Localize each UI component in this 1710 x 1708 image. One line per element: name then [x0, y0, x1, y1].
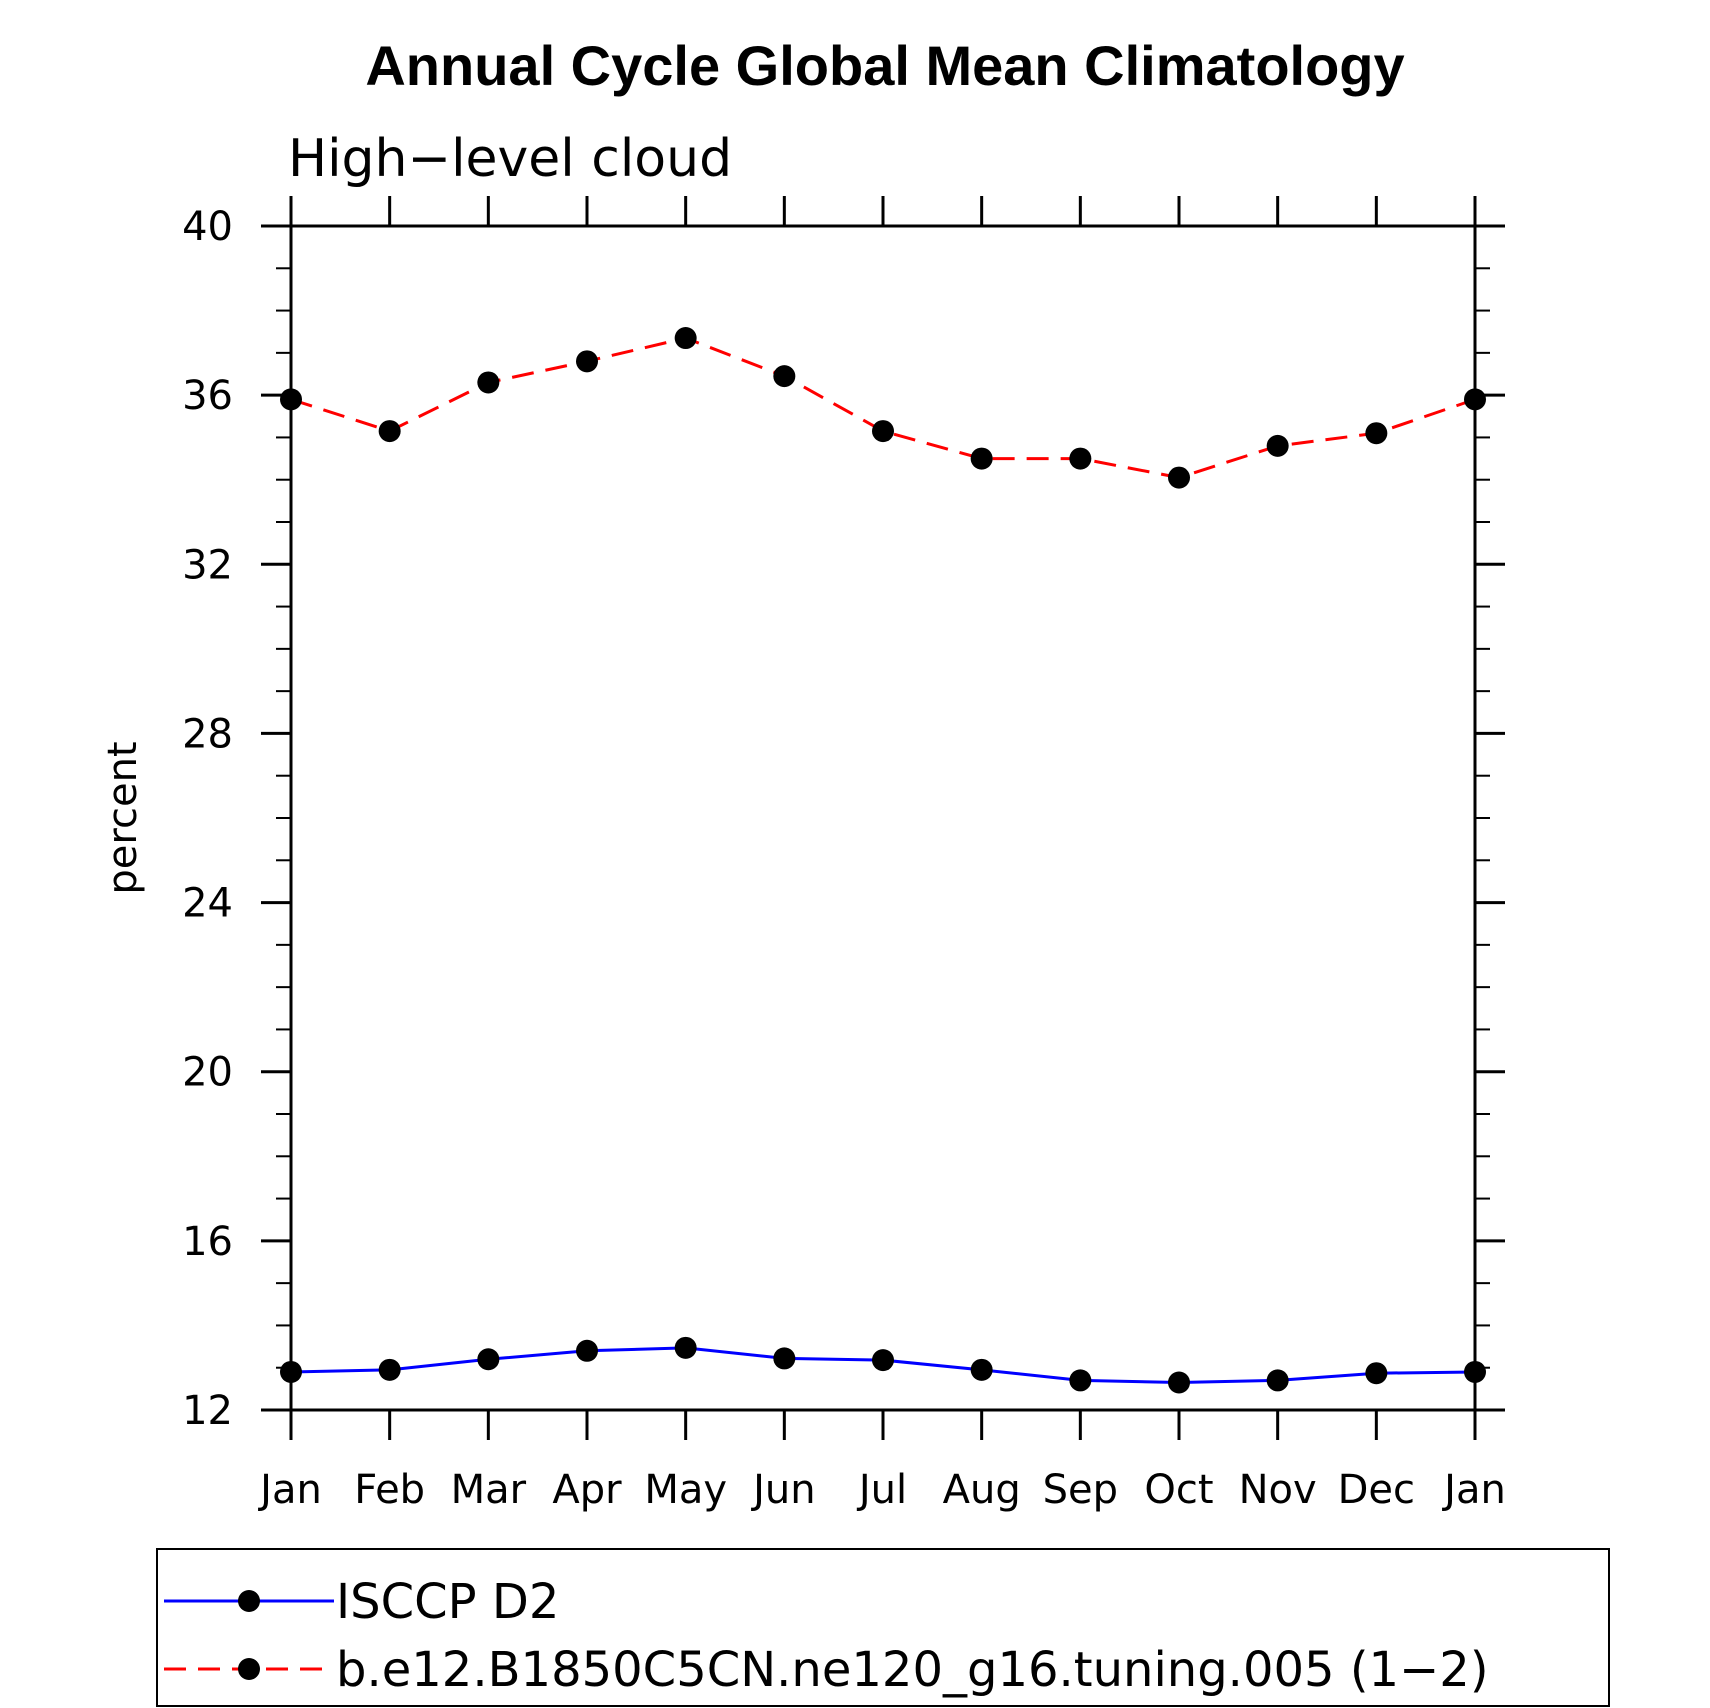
x-tick-label: Nov [1239, 1467, 1317, 1513]
data-point [1168, 1371, 1190, 1394]
legend-entry: b.e12.B1850C5CN.ne120_g16.tuning.005 (1−… [164, 1642, 1489, 1698]
x-tick-label: Oct [1144, 1467, 1213, 1513]
plot-frame [289, 224, 1477, 1412]
y-axis-ticks: 12 16 20 24 28 32 36 40 [182, 204, 1505, 1434]
data-point [872, 420, 894, 443]
data-point [378, 1358, 401, 1381]
legend-marker [238, 1590, 260, 1612]
data-point [674, 1336, 697, 1359]
series-2 [280, 327, 1486, 489]
data-point [970, 1358, 993, 1381]
x-tick-label: Jun [750, 1467, 816, 1513]
series-layer [280, 327, 1486, 1394]
y-tick-label: 24 [182, 881, 233, 927]
data-point [773, 1347, 796, 1370]
data-point [378, 420, 401, 443]
data-point [477, 371, 500, 394]
legend-box [156, 1548, 1610, 1707]
data-point [1069, 1369, 1092, 1392]
y-axis-label: percent [100, 741, 146, 894]
y-tick-label: 36 [182, 373, 233, 419]
x-tick-label: Jul [856, 1467, 907, 1513]
x-tick-label: May [644, 1467, 727, 1513]
data-point [674, 327, 697, 350]
legend-label: b.e12.B1850C5CN.ne120_g16.tuning.005 (1−… [336, 1642, 1489, 1698]
data-point [576, 350, 598, 373]
series-1 [280, 1336, 1486, 1394]
data-point [1464, 1360, 1486, 1383]
series-line [290, 336, 1476, 480]
legend-label: ISCCP D2 [336, 1574, 559, 1630]
x-tick-label: Sep [1043, 1467, 1118, 1513]
y-tick-label: 28 [182, 711, 233, 757]
x-tick-label: Mar [451, 1467, 527, 1513]
y-tick-label: 20 [182, 1050, 233, 1096]
chart-title: Annual Cycle Global Mean Climatology [365, 34, 1404, 97]
legend-entry: ISCCP D2 [164, 1574, 559, 1630]
x-tick-label: Aug [943, 1467, 1021, 1513]
legend-marker [238, 1658, 260, 1680]
data-point [1069, 447, 1092, 470]
data-point [872, 1349, 894, 1372]
x-axis-ticks: Jan Feb Mar Apr May Jun Jul Aug Sep Oct Nov Dec Jan [257, 196, 1506, 1513]
data-point [773, 365, 796, 388]
y-tick-label: 16 [182, 1219, 233, 1265]
y-tick-label: 40 [182, 204, 233, 250]
y-tick-label: 12 [182, 1388, 233, 1434]
data-point [1168, 466, 1190, 489]
data-point [477, 1348, 500, 1371]
legend: ISCCP D2 b.e12.B1850C5CN.ne120_g16.tuning… [156, 1548, 1610, 1707]
x-tick-label: Apr [552, 1467, 622, 1513]
data-point [280, 1360, 302, 1383]
x-tick-label: Feb [354, 1467, 425, 1513]
x-tick-label: Jan [1441, 1467, 1506, 1513]
chart-subtitle: High−level cloud [288, 129, 732, 189]
data-point [1365, 1362, 1388, 1385]
x-tick-label: Jan [257, 1467, 322, 1513]
data-point [970, 447, 993, 470]
data-point [280, 388, 302, 411]
x-tick-label: Dec [1338, 1467, 1415, 1513]
data-point [1266, 434, 1289, 457]
data-point [1464, 388, 1486, 411]
data-point [576, 1339, 598, 1362]
y-tick-label: 32 [182, 542, 233, 588]
data-point [1266, 1369, 1289, 1392]
data-point [1365, 422, 1388, 445]
